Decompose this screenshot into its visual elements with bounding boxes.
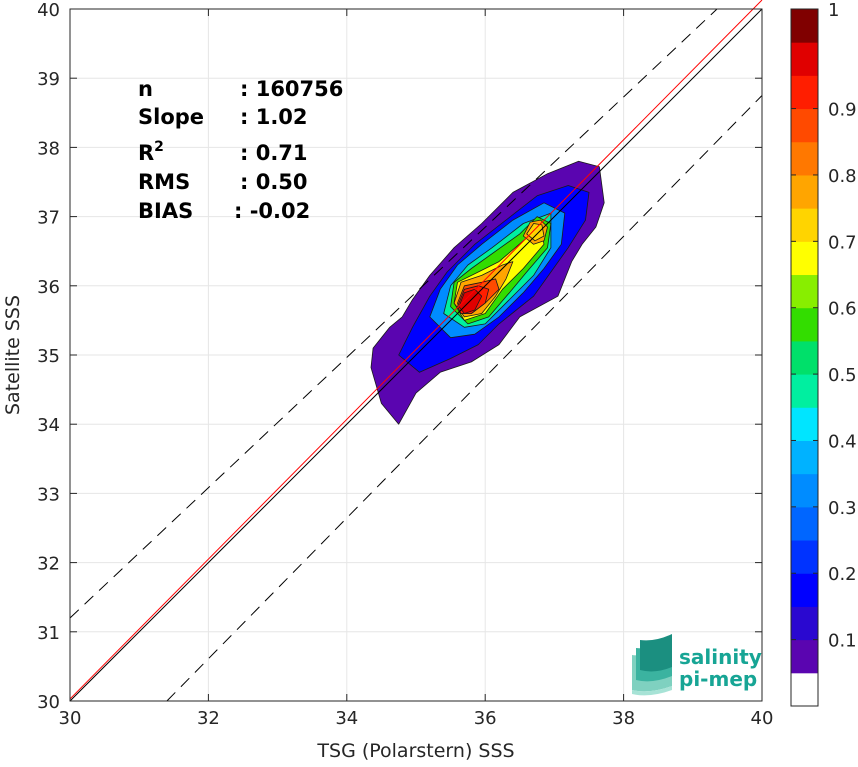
- y-axis-ticks: 30 31 32 33 34 35 36 37 38 39 40: [37, 0, 762, 713]
- colorbar-tick-label-2: 0.3: [828, 498, 857, 519]
- contour-fills: [370, 160, 605, 425]
- colorbar-segment-12: [791, 274, 818, 309]
- x-tick-label-4: 38: [612, 708, 635, 729]
- y-tick-label-10: 40: [37, 0, 60, 21]
- contour-level-11: [526, 223, 545, 242]
- colorbar-segment-15: [791, 174, 818, 209]
- y-tick-label-4: 34: [37, 415, 60, 436]
- lower-bound-line: [166, 95, 763, 702]
- colorbar-segment-13: [791, 241, 818, 276]
- colorbar-segment-11: [791, 307, 818, 342]
- colorbar-segment-4: [791, 540, 818, 574]
- colorbar-segment-1: [791, 639, 818, 674]
- colorbar-segment-0: [791, 672, 818, 707]
- y-tick-label-1: 31: [37, 623, 60, 644]
- one-to-one-line: [69, 8, 763, 702]
- colorbar-tick-label-4: 0.5: [828, 365, 857, 386]
- x-axis-label: TSG (Polarstern) SSS: [316, 740, 514, 762]
- y-tick-label-6: 36: [37, 277, 60, 298]
- colorbar-segment-5: [791, 506, 818, 541]
- colorbar-segment-17: [791, 108, 818, 143]
- colorbar-segment-8: [791, 407, 818, 441]
- logo-text-pi-mep: pi-mep: [679, 667, 757, 691]
- x-tick-label-1: 32: [197, 708, 220, 729]
- stat-value-0: : 160756: [240, 77, 343, 101]
- colorbar-tick-label-8: 0.9: [828, 100, 857, 121]
- stat-label-3: RMS: [138, 170, 190, 194]
- colorbar-segment-18: [791, 75, 818, 110]
- reference-lines: [69, 0, 763, 702]
- colorbar-segment-19: [791, 42, 818, 76]
- wave-logo-icon: [632, 634, 672, 696]
- colorbar-segment-16: [791, 141, 818, 176]
- y-tick-label-5: 35: [37, 346, 60, 367]
- colorbar-segment-14: [791, 208, 818, 242]
- colorbar-tick-label-0: 0.1: [828, 631, 857, 652]
- x-tick-label-0: 30: [59, 708, 82, 729]
- colorbar-tick-label-6: 0.7: [828, 232, 857, 253]
- stat-label-1: Slope: [138, 105, 204, 129]
- colorbar-segment-10: [791, 340, 818, 375]
- grid: [69, 8, 763, 702]
- stat-value-3: : 0.50: [240, 170, 308, 194]
- salinity-pi-mep-logo: salinity pi-mep: [632, 634, 762, 696]
- colorbar-segment-20: [791, 9, 818, 43]
- stat-value-2: : 0.71: [240, 141, 308, 165]
- y-tick-label-8: 38: [37, 138, 60, 159]
- colorbar: 0.1 0.2 0.3 0.4 0.5 0.6 0.7 0.8 0.9 1: [790, 0, 857, 707]
- stat-superscript: 2: [154, 139, 164, 155]
- colorbar-segment-7: [791, 440, 818, 475]
- stat-label-4: BIAS: [138, 199, 193, 223]
- y-tick-label-3: 33: [37, 484, 60, 505]
- colorbar-segment-6: [791, 473, 818, 508]
- y-tick-label-0: 30: [37, 692, 60, 713]
- colorbar-segment-2: [791, 606, 818, 641]
- x-tick-label-3: 36: [474, 708, 497, 729]
- stat-label-0: n: [138, 77, 153, 101]
- colorbar-tick-label-9: 1: [828, 0, 839, 21]
- stat-value-1: : 1.02: [240, 105, 308, 129]
- logo-text-salinity: salinity: [679, 645, 762, 669]
- regression-line: [69, 0, 763, 700]
- colorbar-frame: [790, 8, 819, 707]
- y-tick-label-9: 39: [37, 69, 60, 90]
- colorbar-segment-9: [791, 374, 818, 408]
- stat-value-4: : -0.02: [234, 199, 310, 223]
- x-tick-label-2: 34: [335, 708, 358, 729]
- colorbar-tick-label-1: 0.2: [828, 564, 857, 585]
- x-axis-ticks: 30 32 34 36 38 40: [59, 9, 774, 729]
- y-tick-label-7: 37: [37, 208, 60, 229]
- colorbar-tick-label-5: 0.6: [828, 299, 857, 320]
- x-tick-label-5: 40: [751, 708, 774, 729]
- y-axis-label: Satellite SSS: [2, 295, 24, 415]
- upper-bound-line: [69, 8, 718, 619]
- colorbar-tick-label-7: 0.8: [828, 166, 857, 187]
- colorbar-segment-3: [791, 573, 818, 607]
- colorbar-tick-label-3: 0.4: [828, 431, 857, 452]
- y-tick-label-2: 32: [37, 554, 60, 575]
